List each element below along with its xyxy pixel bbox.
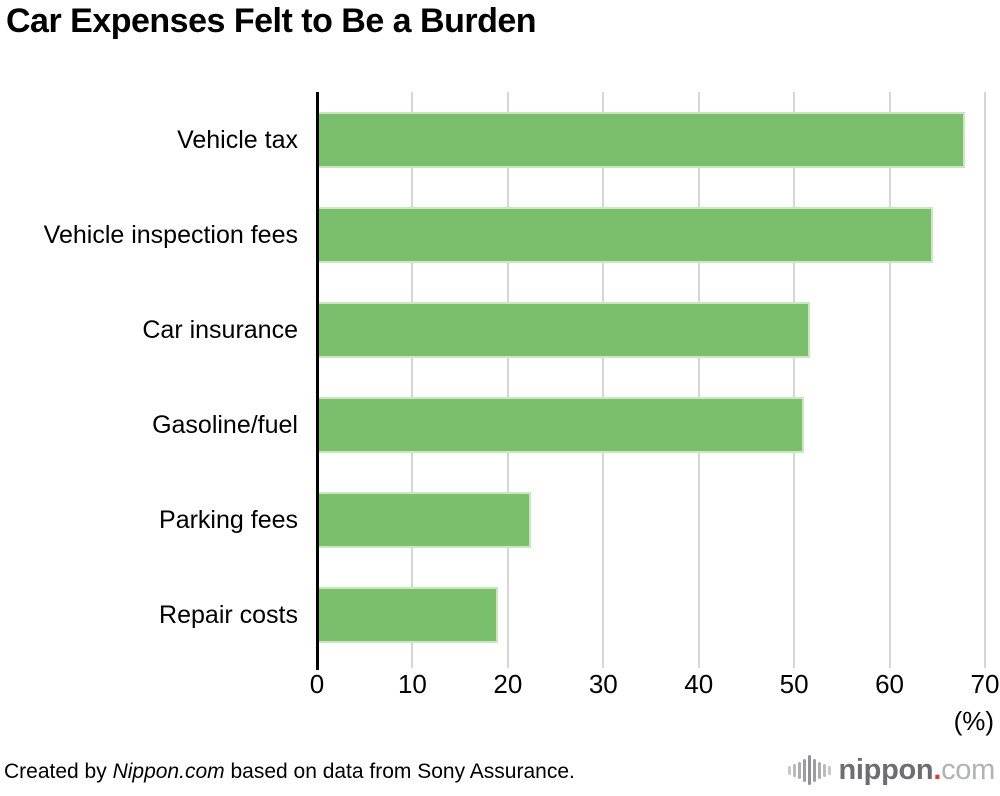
x-axis-tick-labels: 0 10 20 30 40 50 60 70 xyxy=(310,669,1000,701)
gridline-10 xyxy=(411,92,414,668)
x-tick-label-30: 30 xyxy=(588,669,618,699)
bar-1 xyxy=(317,207,934,263)
y-axis-line xyxy=(316,92,319,670)
category-label-4: Parking fees xyxy=(159,505,298,534)
logo-word-bold: nippon xyxy=(838,754,934,786)
category-label-2: Car insurance xyxy=(142,315,298,344)
category-label-0: Vehicle tax xyxy=(177,125,298,154)
x-tick-label-60: 60 xyxy=(875,669,905,699)
gridline-30 xyxy=(602,92,605,668)
waveform-bar xyxy=(827,765,831,775)
x-tick-label-50: 50 xyxy=(779,669,809,699)
logo-word-light: com xyxy=(941,754,995,786)
x-tick-label-10: 10 xyxy=(397,669,427,699)
gridline-50 xyxy=(793,92,796,668)
bar-4 xyxy=(317,492,531,548)
source-credit: Created by Nippon.com based on data from… xyxy=(4,760,575,784)
waveform-bar xyxy=(822,763,826,777)
x-tick-label-0: 0 xyxy=(309,669,325,699)
x-axis-unit-label: (%) xyxy=(953,706,994,736)
category-label-column: Vehicle tax Vehicle inspection fees Car in… xyxy=(0,92,307,662)
category-label-1: Vehicle inspection fees xyxy=(43,220,298,249)
bar-5 xyxy=(317,587,499,643)
waveform-icon xyxy=(787,754,831,786)
gridline-40 xyxy=(697,92,700,668)
chart-title: Car Expenses Felt to Be a Burden xyxy=(6,2,537,40)
waveform-bar xyxy=(797,761,801,779)
logo-dot: . xyxy=(933,754,942,786)
bar-3 xyxy=(317,397,804,453)
waveform-bar xyxy=(817,761,821,779)
credit-brand: Nippon.com xyxy=(112,760,225,783)
waveform-bar xyxy=(807,755,811,785)
waveform-bar xyxy=(802,758,806,782)
waveform-bar xyxy=(812,758,816,782)
credit-suffix: based on data from Sony Assurance. xyxy=(224,760,575,783)
x-tick-label-70: 70 xyxy=(970,669,1000,699)
nippon-logo: nippon.com xyxy=(787,753,996,787)
bar-0 xyxy=(317,112,965,168)
gridline-60 xyxy=(888,92,891,668)
x-tick-label-20: 20 xyxy=(493,669,523,699)
bar-2 xyxy=(317,302,811,358)
waveform-bar xyxy=(792,763,796,777)
category-label-5: Repair costs xyxy=(159,600,298,629)
gridline-20 xyxy=(506,92,509,668)
waveform-bar xyxy=(787,765,791,775)
credit-prefix: Created by xyxy=(4,760,113,783)
category-label-3: Gasoline/fuel xyxy=(152,410,298,439)
x-tick-label-40: 40 xyxy=(684,669,714,699)
gridline-70 xyxy=(984,92,986,668)
nippon-logo-text: nippon.com xyxy=(839,754,996,786)
plot-area xyxy=(316,92,986,670)
